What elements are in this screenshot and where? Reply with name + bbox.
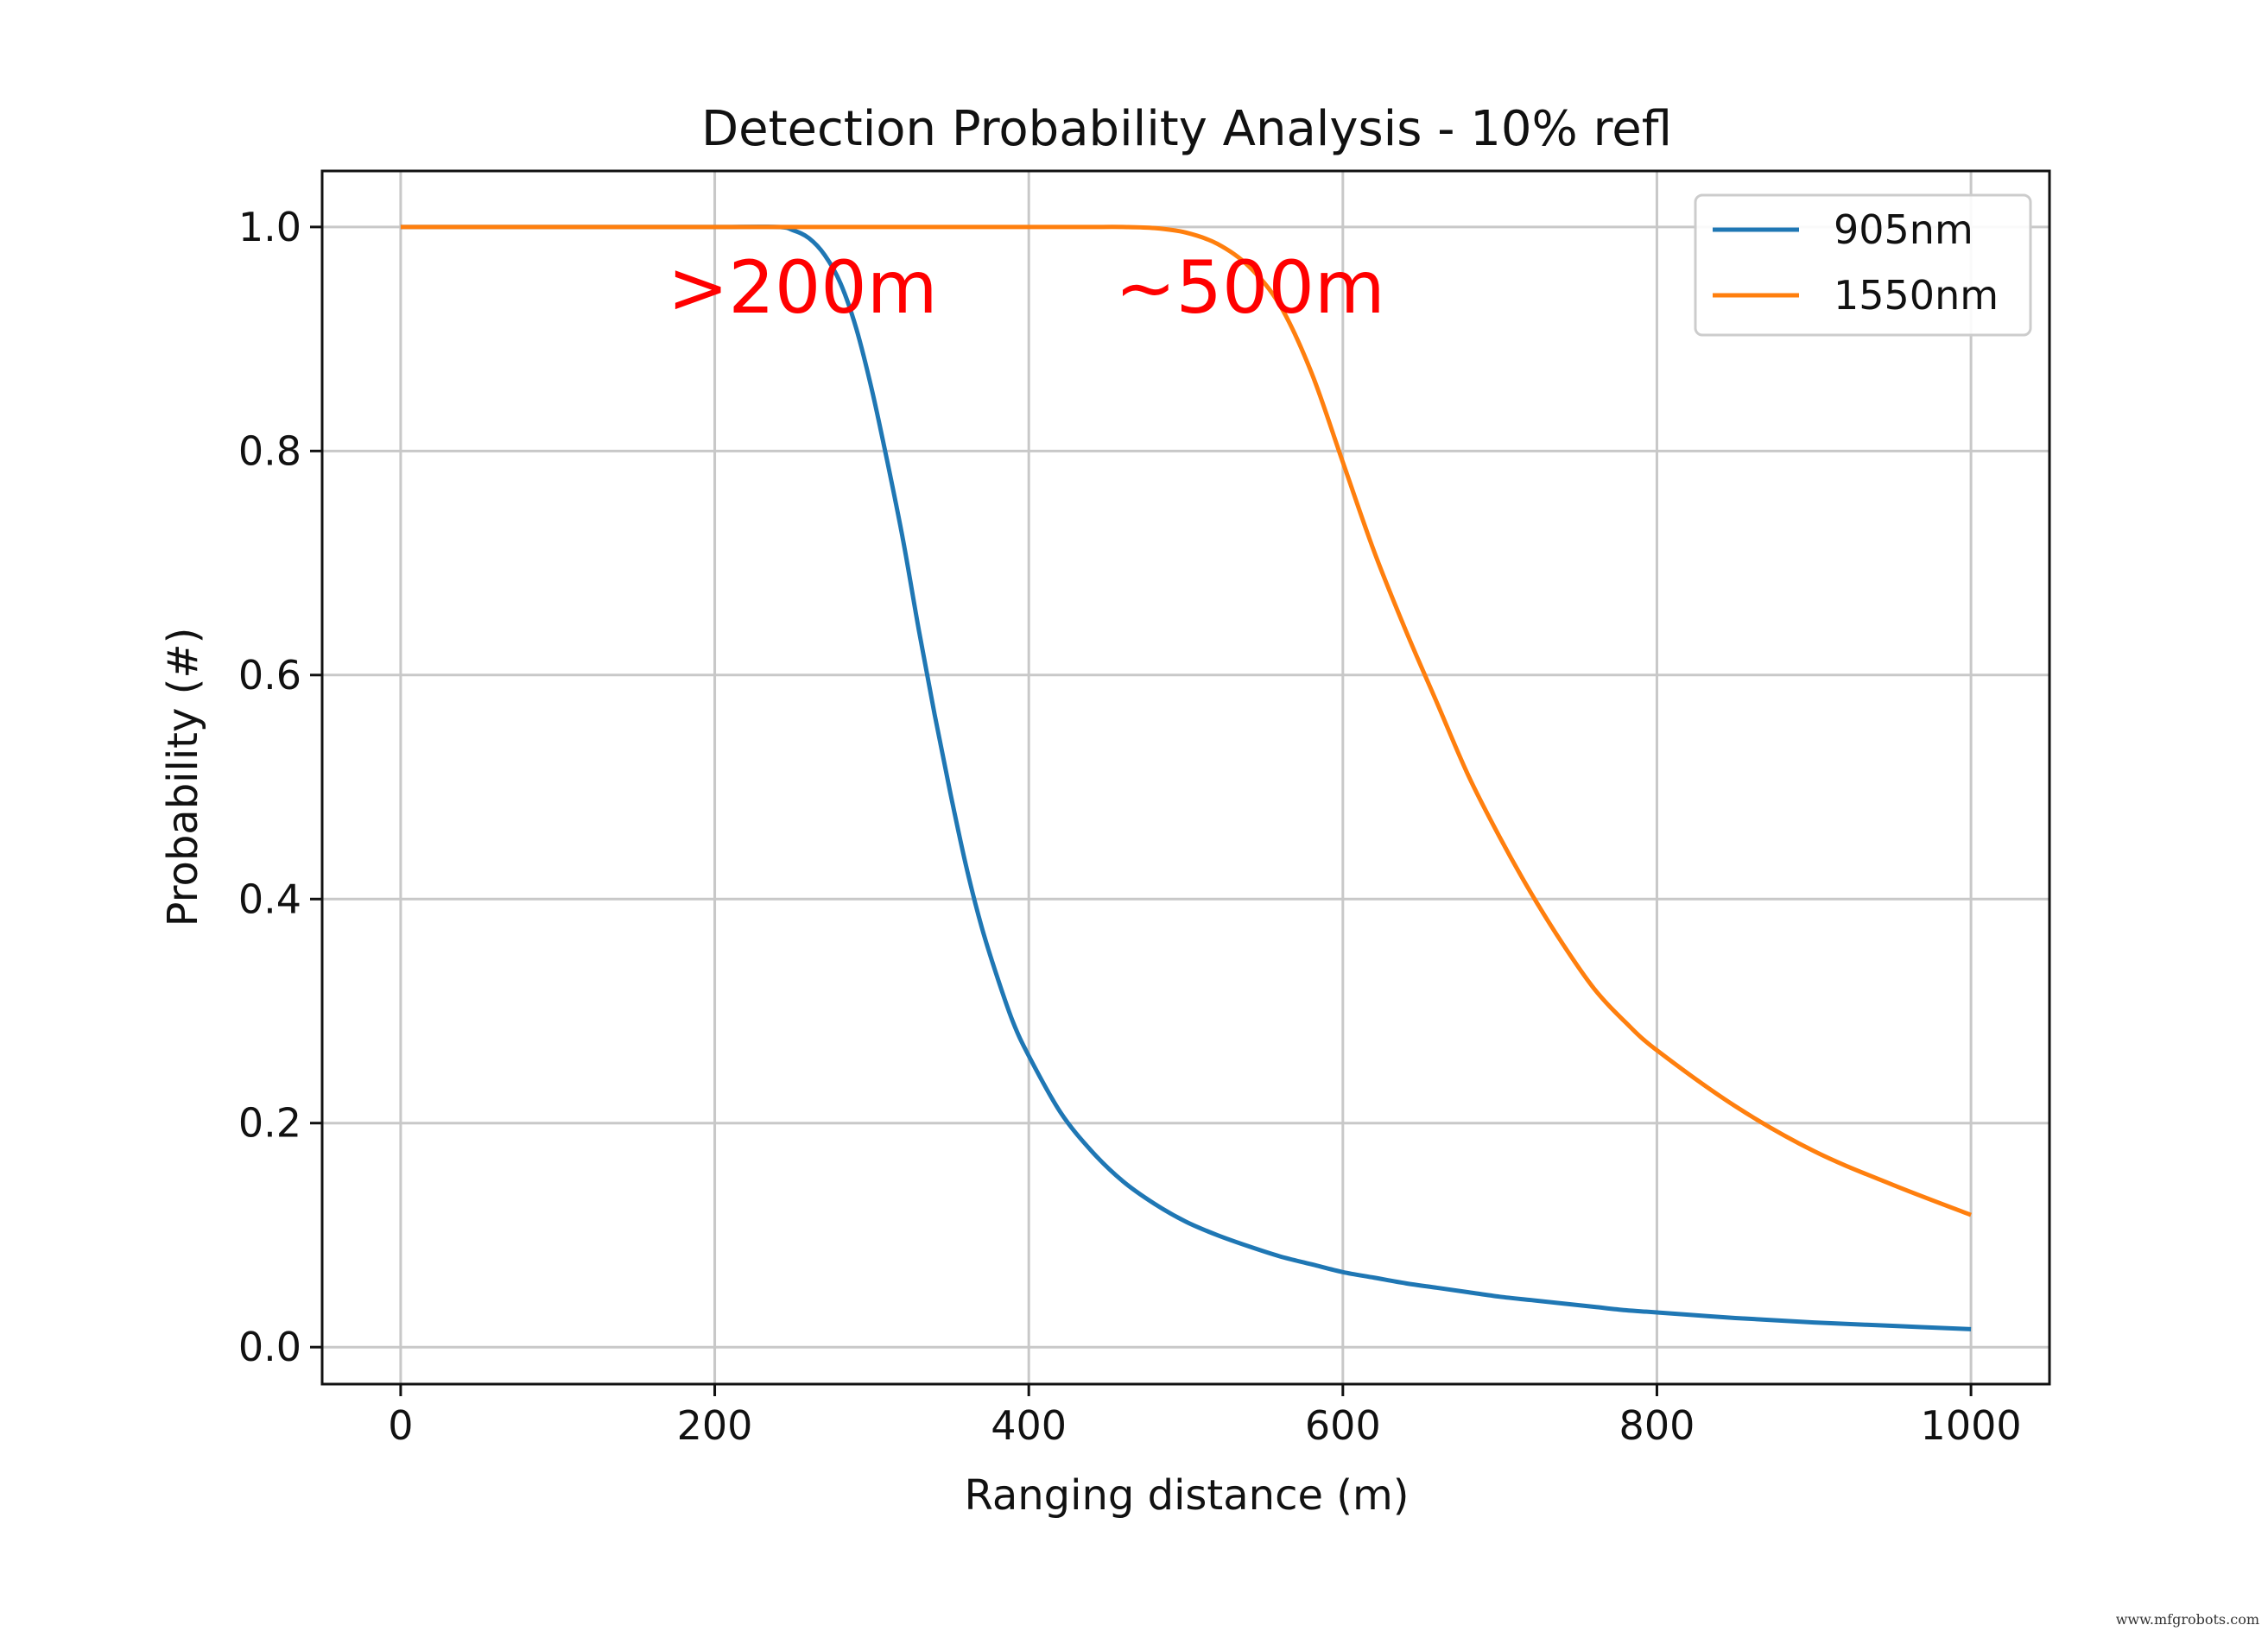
ticks: 0 200 400 600 800 1000 0.0 0.2 0.4 0.6 0.8 1.0 [238, 204, 2022, 1449]
x-tick-label: 600 [1305, 1402, 1381, 1449]
legend-label: 1550nm [1834, 272, 1999, 319]
x-tick-label: 200 [677, 1402, 753, 1449]
y-tick-label: 1.0 [238, 204, 301, 250]
chart-title: Detection Probability Analysis - 10% ref… [701, 101, 1672, 157]
x-axis-label: Ranging distance (m) [965, 1471, 1410, 1520]
x-tick-label: 0 [388, 1402, 413, 1449]
x-tick-label: 1000 [1921, 1402, 2022, 1449]
series-layer [400, 224, 1972, 1331]
series-line-905nm [400, 224, 1972, 1331]
y-tick-label: 0.8 [238, 427, 301, 474]
y-tick-label: 0.0 [238, 1324, 301, 1370]
y-tick-label: 0.4 [238, 876, 301, 922]
annotations: >200m ~500m [668, 245, 1385, 330]
annotation-label: ~500m [1115, 245, 1385, 330]
x-tick-label: 400 [991, 1402, 1067, 1449]
legend-label: 905nm [1834, 206, 1973, 253]
watermark-text: www.mfgrobots.com [2115, 1611, 2259, 1628]
annotation-label: >200m [668, 245, 938, 330]
legend: 905nm 1550nm [1694, 193, 2032, 337]
plot-frame [320, 169, 2051, 1386]
y-tick-label: 0.6 [238, 652, 301, 699]
series-line-1550nm [400, 224, 1972, 1217]
y-axis-label: Probability (#) [159, 628, 207, 927]
y-tick-label: 0.2 [238, 1100, 301, 1147]
grid [322, 171, 2049, 1384]
x-tick-label: 800 [1619, 1402, 1695, 1449]
